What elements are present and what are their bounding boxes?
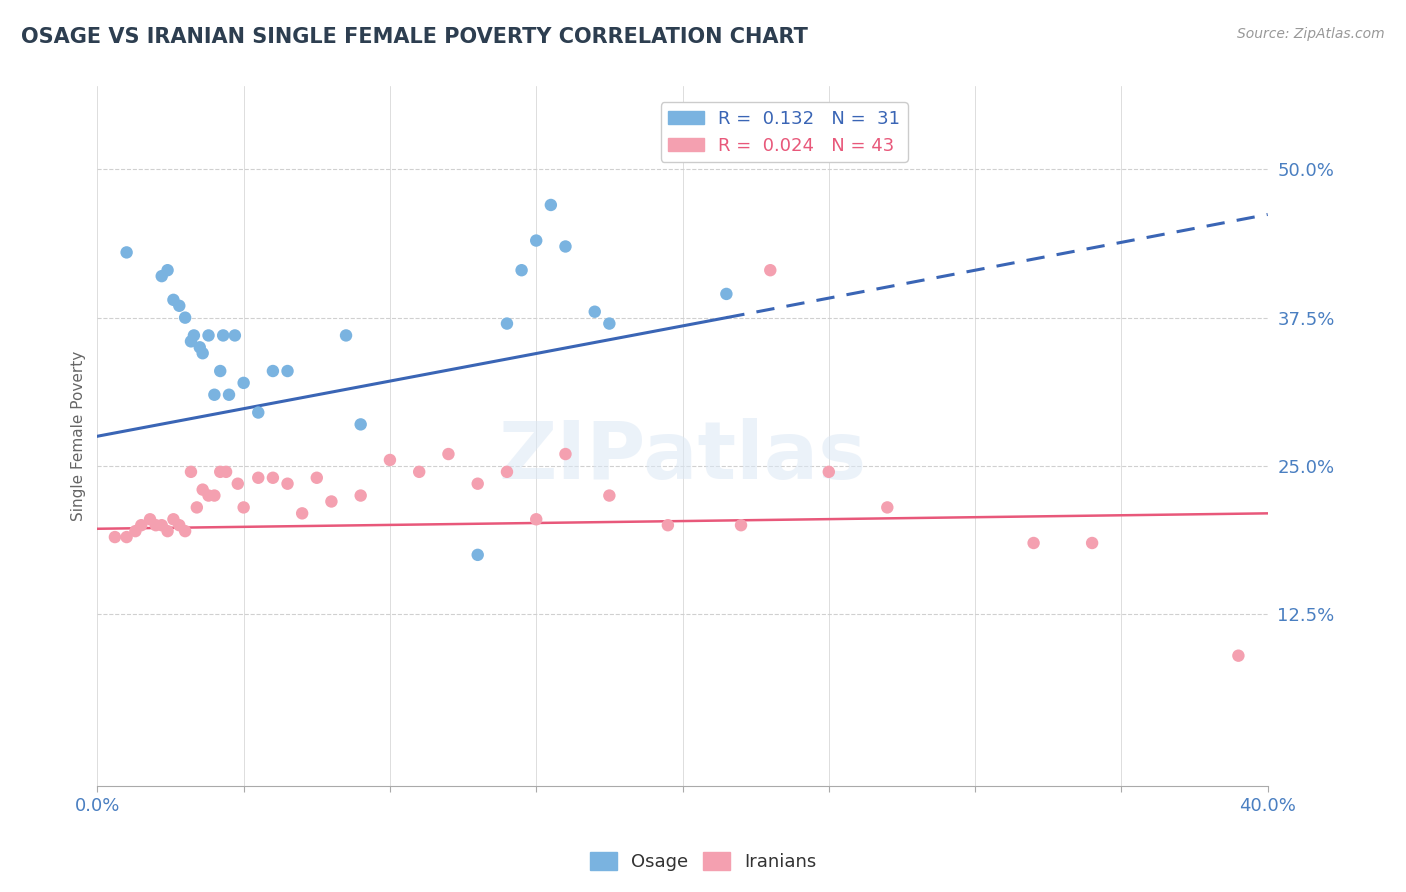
Y-axis label: Single Female Poverty: Single Female Poverty	[72, 351, 86, 522]
Point	[305, 471, 328, 485]
Point	[876, 500, 898, 515]
Point	[598, 317, 620, 331]
Point	[1227, 648, 1250, 663]
Point	[218, 388, 240, 402]
Point	[156, 524, 179, 538]
Text: Source: ZipAtlas.com: Source: ZipAtlas.com	[1237, 27, 1385, 41]
Point	[150, 518, 173, 533]
Point	[817, 465, 839, 479]
Point	[524, 234, 547, 248]
Point	[540, 198, 562, 212]
Point	[169, 518, 191, 533]
Point	[510, 263, 533, 277]
Point	[232, 376, 254, 390]
Point	[212, 328, 235, 343]
Text: OSAGE VS IRANIAN SINGLE FEMALE POVERTY CORRELATION CHART: OSAGE VS IRANIAN SINGLE FEMALE POVERTY C…	[21, 27, 808, 46]
Point	[350, 489, 373, 503]
Point	[467, 548, 489, 562]
Point	[247, 471, 270, 485]
Point	[247, 405, 270, 419]
Point	[716, 287, 738, 301]
Legend: R =  0.132   N =  31, R =  0.024   N = 43: R = 0.132 N = 31, R = 0.024 N = 43	[661, 103, 907, 161]
Point	[1022, 536, 1045, 550]
Point	[162, 512, 184, 526]
Point	[262, 471, 284, 485]
Point	[350, 417, 373, 432]
Point	[496, 317, 519, 331]
Point	[467, 476, 489, 491]
Point	[657, 518, 679, 533]
Point	[321, 494, 343, 508]
Point	[276, 476, 298, 491]
Point	[1081, 536, 1104, 550]
Point	[174, 524, 197, 538]
Point	[291, 507, 314, 521]
Point	[583, 304, 606, 318]
Point	[197, 489, 219, 503]
Point	[215, 465, 238, 479]
Point	[180, 465, 202, 479]
Point	[180, 334, 202, 349]
Point	[202, 388, 225, 402]
Point	[115, 245, 138, 260]
Point	[224, 328, 246, 343]
Point	[188, 340, 211, 354]
Point	[156, 263, 179, 277]
Point	[191, 483, 214, 497]
Point	[554, 239, 576, 253]
Point	[226, 476, 249, 491]
Point	[554, 447, 576, 461]
Point	[437, 447, 460, 461]
Point	[139, 512, 162, 526]
Text: ZIPatlas: ZIPatlas	[498, 418, 866, 496]
Point	[124, 524, 146, 538]
Point	[145, 518, 167, 533]
Point	[335, 328, 357, 343]
Point	[276, 364, 298, 378]
Point	[186, 500, 208, 515]
Point	[150, 269, 173, 284]
Point	[209, 465, 232, 479]
Point	[496, 465, 519, 479]
Point	[524, 512, 547, 526]
Legend: Osage, Iranians: Osage, Iranians	[582, 845, 824, 879]
Point	[191, 346, 214, 360]
Point	[232, 500, 254, 515]
Point	[115, 530, 138, 544]
Point	[209, 364, 232, 378]
Point	[174, 310, 197, 325]
Point	[183, 328, 205, 343]
Point	[162, 293, 184, 307]
Point	[408, 465, 430, 479]
Point	[169, 299, 191, 313]
Point	[378, 453, 401, 467]
Point	[104, 530, 127, 544]
Point	[129, 518, 152, 533]
Point	[598, 489, 620, 503]
Point	[202, 489, 225, 503]
Point	[262, 364, 284, 378]
Point	[759, 263, 782, 277]
Point	[730, 518, 752, 533]
Point	[197, 328, 219, 343]
